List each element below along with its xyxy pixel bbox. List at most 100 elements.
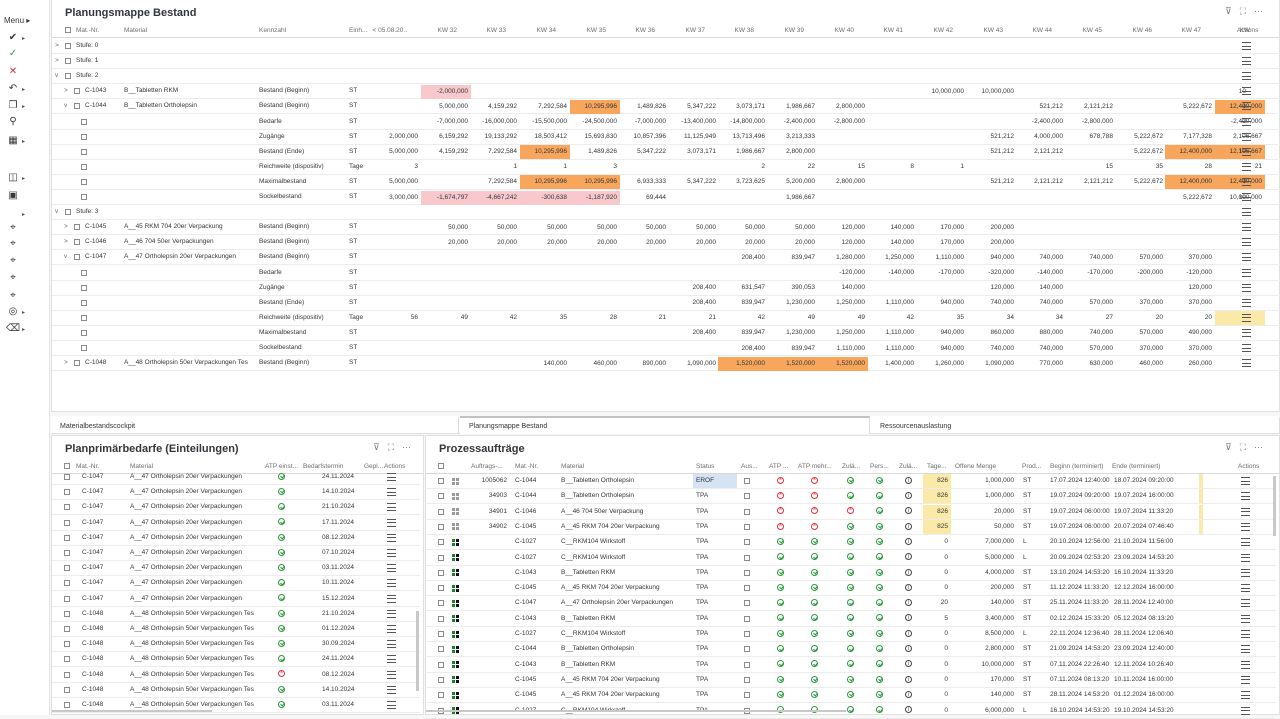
value-cell[interactable]: 208,400 [692, 284, 717, 292]
table-row[interactable]: v C-1047 A__47 Ortholepsin 20er Verpackung… [52, 250, 1280, 266]
row-actions-icon[interactable] [387, 518, 396, 527]
row-checkbox[interactable] [64, 489, 70, 496]
value-cell[interactable]: 3,073,171 [736, 102, 765, 110]
value-cell[interactable]: 2,800,000 [836, 102, 865, 110]
value-cell[interactable]: 56 [410, 314, 418, 322]
close-icon[interactable]: ✕ [8, 66, 18, 77]
value-cell[interactable] [371, 342, 421, 356]
value-cell[interactable] [619, 85, 669, 99]
value-cell[interactable] [570, 281, 620, 295]
value-cell[interactable] [1016, 191, 1066, 205]
value-cell[interactable]: 10,000,000 [931, 87, 964, 95]
aus-checkbox[interactable] [744, 478, 750, 484]
value-cell[interactable]: 1,090,000 [687, 359, 716, 367]
order-number[interactable] [466, 642, 510, 656]
value-cell[interactable] [917, 191, 967, 205]
value-cell[interactable]: 1,489,826 [588, 148, 617, 156]
row-checkbox[interactable] [64, 550, 70, 556]
value-cell[interactable]: 1 [513, 163, 517, 171]
row-actions-icon[interactable] [1241, 584, 1250, 593]
order-number[interactable] [466, 658, 510, 672]
value-cell[interactable]: 460,000 [1139, 359, 1164, 367]
value-cell[interactable] [669, 160, 719, 174]
value-cell[interactable]: 839,947 [741, 299, 766, 307]
value-cell[interactable]: 170,000 [940, 238, 965, 246]
more-icon[interactable]: ⋯ [1254, 442, 1271, 452]
value-cell[interactable] [1165, 85, 1215, 99]
column-header[interactable]: KW 39 [784, 27, 804, 34]
value-cell[interactable]: 42 [906, 314, 914, 322]
value-cell[interactable]: 42 [509, 314, 517, 322]
fullscreen-icon[interactable]: ⛶ [387, 442, 402, 452]
row-actions-icon[interactable] [387, 549, 396, 557]
table-row[interactable]: C-1048 A__48 Ortholepsin 50er Verpackunge… [52, 668, 420, 683]
table-row[interactable]: C-1044 B__Tabletten Ortholepsin TPA i 0 2,800… [426, 642, 1276, 658]
value-cell[interactable] [867, 115, 917, 129]
row-actions-icon[interactable] [1242, 313, 1251, 322]
table-row[interactable]: C-1048 A__48 Ortholepsin 50er Verpackunge… [52, 683, 420, 698]
row-actions-icon[interactable] [1241, 477, 1250, 485]
value-cell[interactable] [917, 175, 967, 189]
expand-icon[interactable]: v [64, 102, 68, 110]
value-cell[interactable]: -15,500,000 [532, 118, 567, 125]
table-row[interactable]: C-1048 A__48 Ortholepsin 50er Verpackunge… [52, 607, 420, 622]
value-cell[interactable]: 521,212 [1039, 102, 1064, 110]
caret-right-icon[interactable]: ▸ [22, 212, 26, 218]
value-cell[interactable]: 1,986,667 [736, 148, 765, 156]
value-cell[interactable]: 521,212 [990, 133, 1015, 141]
row-actions-icon[interactable] [387, 564, 396, 573]
value-cell[interactable]: 208,400 [692, 299, 717, 307]
aus-checkbox[interactable] [744, 661, 750, 668]
row-checkbox[interactable] [438, 539, 444, 546]
value-cell[interactable]: 20,000 [497, 238, 517, 246]
value-cell[interactable]: 570,000 [1089, 299, 1114, 307]
calendar-icon[interactable]: ▣ [8, 190, 18, 201]
value-cell[interactable]: 20,000 [646, 238, 666, 246]
value-cell[interactable]: -2,400,000 [1031, 118, 1063, 125]
aus-checkbox[interactable] [744, 493, 750, 500]
row-checkbox[interactable] [64, 671, 70, 678]
row-actions-icon[interactable] [1241, 706, 1250, 715]
value-cell[interactable] [371, 251, 421, 265]
value-cell[interactable]: 5,347,222 [637, 148, 666, 156]
value-cell[interactable]: 69,444 [646, 193, 666, 201]
value-cell[interactable]: 12,400,000 [1165, 145, 1215, 160]
row-actions-icon[interactable] [387, 579, 396, 588]
value-cell[interactable]: 570,000 [1139, 329, 1164, 337]
value-cell[interactable] [470, 281, 520, 295]
value-cell[interactable]: 4,000,000 [1034, 133, 1063, 141]
row-checkbox[interactable] [64, 565, 70, 572]
value-cell[interactable] [371, 281, 421, 295]
value-cell[interactable] [619, 326, 669, 340]
eraser-icon[interactable]: ⌫ [6, 323, 21, 334]
aus-checkbox[interactable] [744, 615, 750, 622]
value-cell[interactable] [1165, 236, 1215, 250]
row-checkbox[interactable] [64, 580, 70, 587]
row-checkbox[interactable] [64, 610, 70, 617]
row-checkbox[interactable] [64, 641, 70, 648]
column-header[interactable]: Einh... [349, 27, 368, 34]
value-cell[interactable] [421, 342, 471, 356]
row-actions-icon[interactable] [1242, 298, 1251, 307]
value-cell[interactable]: 42 [757, 314, 765, 322]
value-cell[interactable]: 20,000 [745, 238, 765, 246]
column-header[interactable]: Actions [1237, 27, 1259, 34]
filter-icon[interactable]: ⊽ [1225, 442, 1240, 452]
value-cell[interactable]: 1,986,667 [786, 193, 815, 201]
row-checkbox[interactable] [64, 474, 70, 480]
value-cell[interactable]: 1,489,826 [637, 102, 666, 110]
column-header[interactable]: KW 36 [635, 27, 655, 34]
value-cell[interactable]: 5,222,672 [1134, 178, 1163, 186]
value-cell[interactable]: 20,000 [547, 238, 567, 246]
value-cell[interactable] [619, 281, 669, 295]
value-cell[interactable] [520, 266, 570, 280]
value-cell[interactable] [570, 326, 620, 340]
caret-right-icon[interactable]: ▸ [22, 327, 26, 333]
aus-checkbox[interactable] [744, 600, 750, 607]
column-header[interactable]: Bedarfstermin [303, 463, 344, 470]
value-cell[interactable]: 839,947 [791, 253, 816, 261]
value-cell[interactable] [520, 85, 570, 99]
select-all-checkbox[interactable] [438, 463, 444, 469]
target-icon[interactable]: ◎ [8, 306, 18, 317]
value-cell[interactable]: -1,187,920 [570, 190, 620, 205]
